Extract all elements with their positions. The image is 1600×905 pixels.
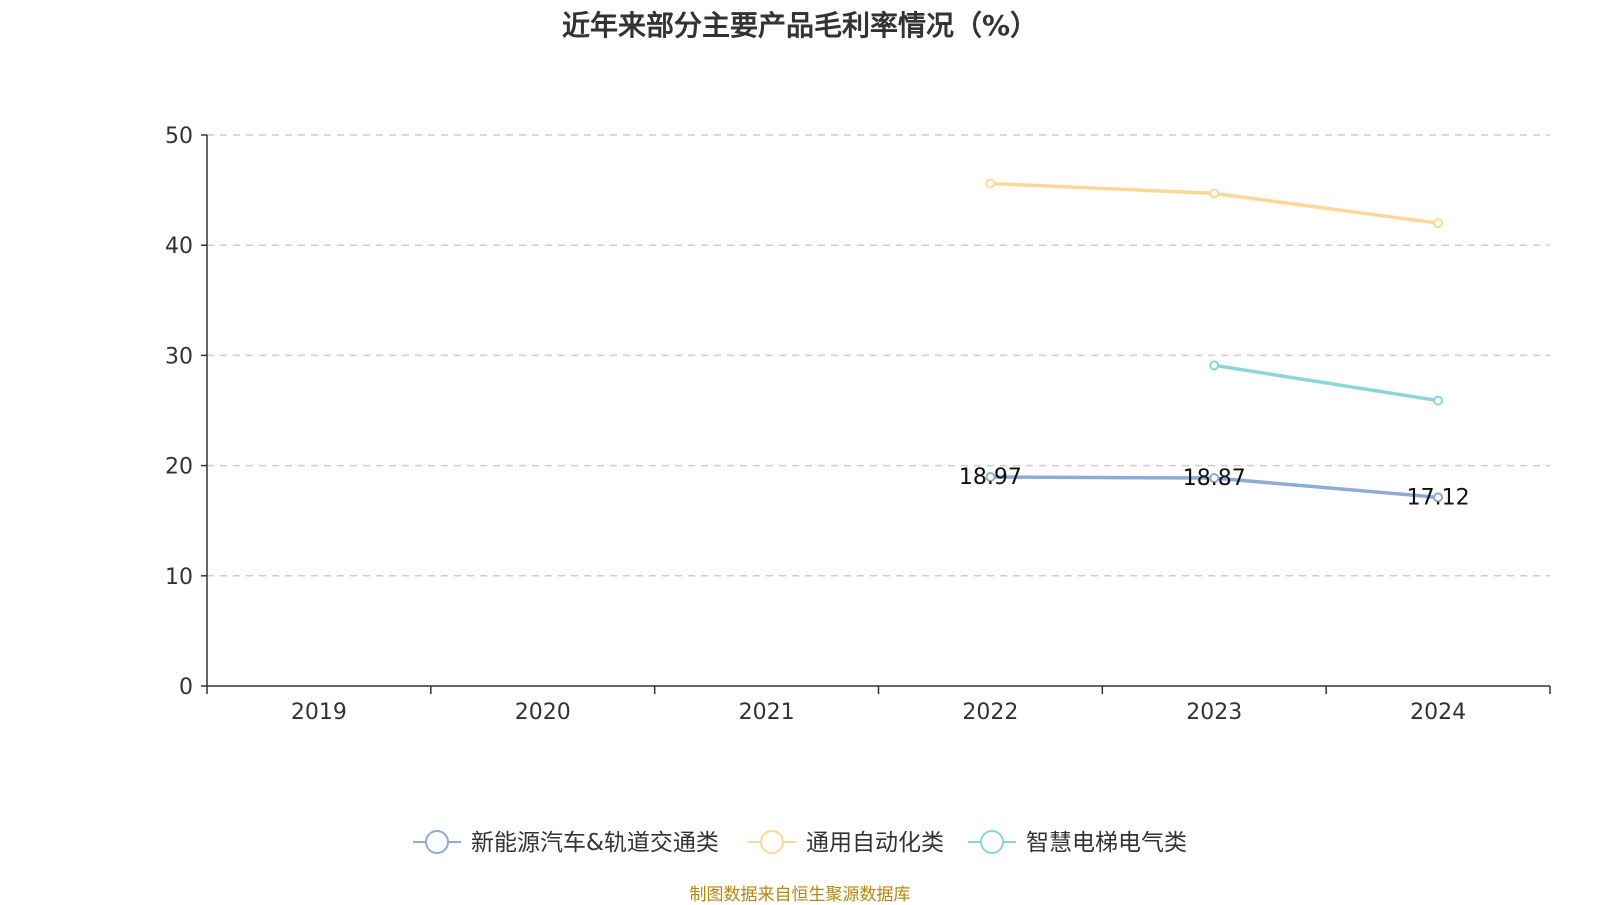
legend-item-3: 智慧电梯电气类 (968, 830, 1187, 856)
chart-title: 近年来部分主要产品毛利率情况（%） (561, 9, 1039, 42)
x-tick-label: 2024 (1410, 700, 1466, 725)
y-tick-label: 10 (165, 565, 193, 590)
y-tick-label: 50 (165, 124, 193, 149)
legend-item-2: 通用自动化类 (748, 830, 944, 856)
legend-marker-icon (425, 830, 449, 854)
legend-marker-icon (760, 830, 784, 854)
data-point (985, 178, 996, 189)
data-point (1433, 218, 1444, 229)
x-tick-label: 2022 (962, 700, 1018, 725)
data-point (1433, 492, 1444, 503)
x-tick-label: 2019 (291, 700, 347, 725)
legend-label: 通用自动化类 (806, 830, 944, 856)
data-label: 17.12 (1407, 485, 1470, 510)
x-tick-label: 2023 (1186, 700, 1242, 725)
legend-label: 智慧电梯电气类 (1026, 830, 1187, 856)
data-label: 18.87 (1183, 466, 1246, 491)
y-tick-label: 0 (179, 675, 193, 700)
data-point (1209, 473, 1220, 484)
x-tick-label: 2020 (515, 700, 571, 725)
y-tick-label: 20 (165, 455, 193, 480)
legend-marker-icon (980, 830, 1004, 854)
data-label: 18.97 (959, 465, 1022, 490)
y-tick-label: 30 (165, 344, 193, 369)
series-line-3 (1213, 363, 1439, 403)
source-note: 制图数据来自恒生聚源数据库 (689, 885, 911, 905)
data-point (985, 471, 996, 482)
line-chart: 0 10 20 30 40 50 2019 2020 2021 2022 2023 2024 18.9… (165, 124, 1551, 856)
legend-label: 新能源汽车&轨道交通类 (471, 830, 719, 856)
y-tick-label: 40 (165, 234, 193, 259)
data-point (1433, 395, 1444, 406)
x-tick-label: 2021 (739, 700, 795, 725)
data-point (1209, 360, 1220, 371)
data-point (1209, 188, 1220, 199)
legend-item-1: 新能源汽车&轨道交通类 (413, 830, 719, 856)
